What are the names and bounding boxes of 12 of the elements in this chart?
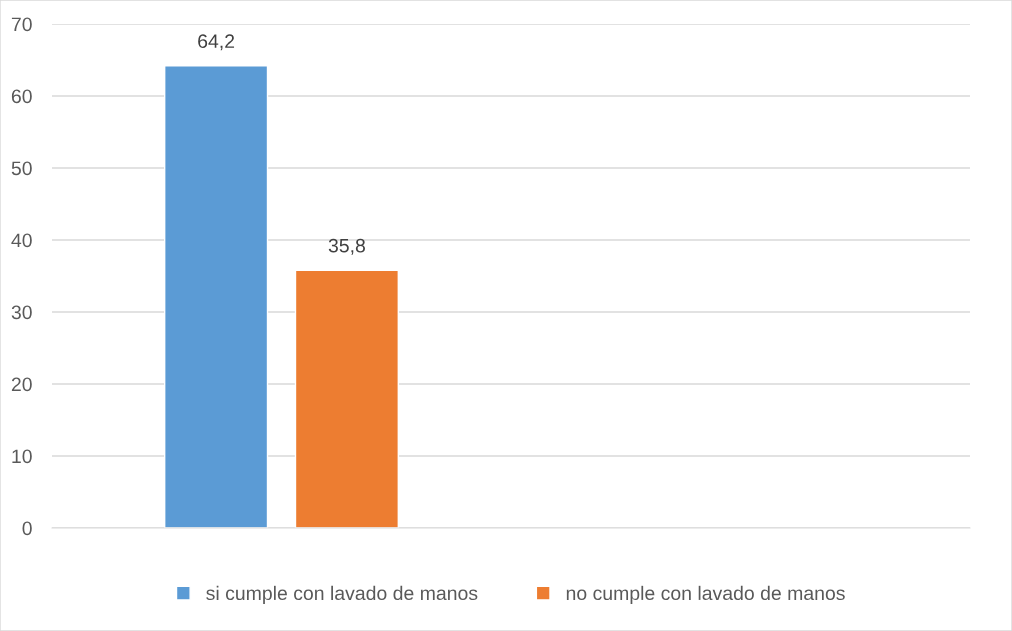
y-tick-label: 30 — [11, 305, 32, 320]
y-tick-label: 0 — [22, 521, 32, 536]
y-tick-label: 20 — [11, 377, 32, 392]
y-tick-label: 70 — [11, 17, 32, 32]
y-tick-label: 50 — [11, 161, 32, 176]
legend-label: no cumple con lavado de manos — [566, 585, 845, 604]
y-tick-label: 40 — [11, 233, 32, 248]
legend-label: si cumple con lavado de manos — [206, 585, 478, 604]
y-tick-label: 10 — [12, 449, 32, 464]
data-label: 64,2 — [198, 34, 235, 51]
data-label: 35,8 — [328, 238, 365, 255]
y-tick-label: 60 — [11, 89, 32, 104]
